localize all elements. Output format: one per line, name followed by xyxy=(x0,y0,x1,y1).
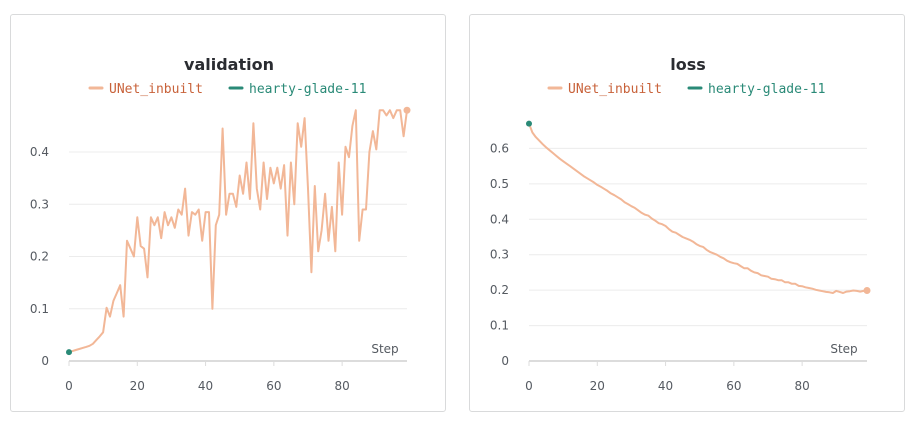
y-tick-label: 0.1 xyxy=(30,302,49,316)
series-endpoint-unet-inbuilt xyxy=(863,286,871,294)
y-tick-label: 0.2 xyxy=(490,283,509,297)
x-tick-label: 20 xyxy=(130,379,145,393)
chart-panel-validation[interactable]: validation UNet_inbuilt hearty-glade-11 0 0.… xyxy=(10,14,446,412)
x-tick-label: 80 xyxy=(794,379,809,393)
y-tick-label: 0 xyxy=(41,354,49,368)
legend-label: UNet_inbuilt xyxy=(568,82,662,97)
legend-label: UNet_inbuilt xyxy=(109,82,203,97)
legend-label: hearty-glade-11 xyxy=(708,82,825,97)
y-tick-label: 0.5 xyxy=(490,177,509,191)
y-tick-label: 0.4 xyxy=(490,212,509,226)
chart-title: loss xyxy=(670,55,706,74)
x-tick-label: 40 xyxy=(198,379,213,393)
y-tick-label: 0.6 xyxy=(490,141,509,155)
series-endpoint-unet-inbuilt xyxy=(403,106,411,114)
y-tick-label: 0 xyxy=(501,354,509,368)
chart-panel-loss[interactable]: loss UNet_inbuilt hearty-glade-11 0 0.1 0.2 0.… xyxy=(469,14,905,412)
series-line-unet-inbuilt xyxy=(528,123,868,294)
x-tick-label: 80 xyxy=(334,379,349,393)
y-tick-label: 0.3 xyxy=(30,197,49,211)
x-tick-label: 20 xyxy=(590,379,605,393)
chart-title: validation xyxy=(184,55,274,74)
y-tick-label: 0.2 xyxy=(30,250,49,264)
series-point-hearty-glade-11 xyxy=(526,120,532,127)
loss-chart-svg: loss UNet_inbuilt hearty-glade-11 0 0.1 0.2 0.… xyxy=(490,55,871,393)
x-axis-label: Step xyxy=(371,342,398,356)
series-line-unet-inbuilt xyxy=(68,109,408,354)
y-tick-label: 0.3 xyxy=(490,248,509,262)
legend-label: hearty-glade-11 xyxy=(249,82,366,97)
x-tick-label: 0 xyxy=(525,379,533,393)
validation-chart-svg: validation UNet_inbuilt hearty-glade-11 0 0.… xyxy=(30,55,411,393)
x-tick-label: 40 xyxy=(658,379,673,393)
series-point-hearty-glade-11 xyxy=(66,349,72,356)
y-tick-label: 0.1 xyxy=(490,319,509,333)
y-tick-label: 0.4 xyxy=(30,145,49,159)
x-tick-label: 60 xyxy=(726,379,741,393)
x-tick-label: 0 xyxy=(65,379,73,393)
x-tick-label: 60 xyxy=(266,379,281,393)
x-axis-label: Step xyxy=(830,342,857,356)
